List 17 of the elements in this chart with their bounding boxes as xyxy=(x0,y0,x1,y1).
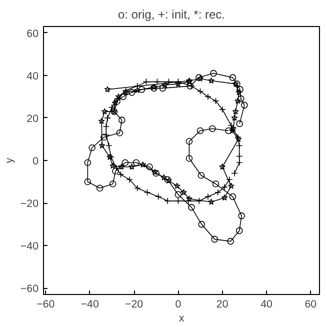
x-axis-title: x xyxy=(178,312,185,324)
x-tick-label: 40 xyxy=(260,298,273,310)
y-tick-label: 60 xyxy=(26,28,39,40)
y-tick-label: 20 xyxy=(26,112,39,125)
x-tick-label: 20 xyxy=(216,298,228,310)
x-tick-label: 0 xyxy=(175,298,182,310)
y-axis-title: y xyxy=(3,157,16,164)
x-tick-label: −60 xyxy=(36,298,55,310)
x-tick-label: 60 xyxy=(304,298,317,310)
y-tick-label: −20 xyxy=(20,198,39,210)
x-tick-label: −40 xyxy=(80,298,99,310)
x-tick-label: −20 xyxy=(124,298,144,310)
y-tick-label: −40 xyxy=(20,240,39,253)
chart-title: o: orig, +: init, *: rec. xyxy=(118,8,226,22)
y-tick-label: 40 xyxy=(26,70,39,82)
y-tick-label: −60 xyxy=(20,283,39,296)
y-tick-label: 0 xyxy=(32,156,39,168)
